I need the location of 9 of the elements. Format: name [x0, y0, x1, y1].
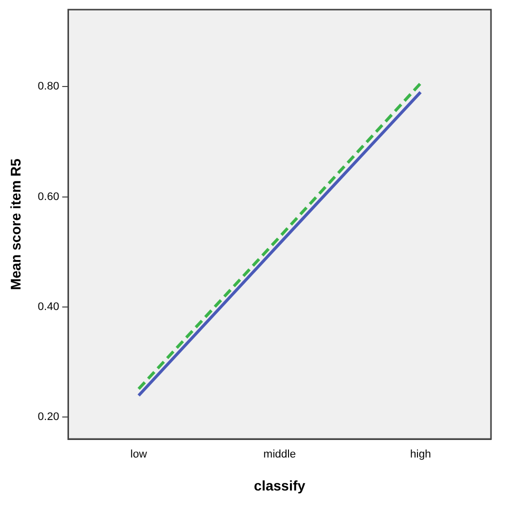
y-tick-label: 0.60 [38, 190, 60, 203]
y-axis-title: Mean score item R5 [7, 158, 24, 290]
y-tick-label: 0.20 [38, 411, 60, 424]
y-tick-label: 0.80 [38, 80, 60, 93]
y-tick-label: 0.40 [38, 300, 60, 313]
x-tick-label: middle [263, 448, 296, 461]
x-tick-label: high [410, 448, 431, 461]
x-axis-title: classify [254, 477, 306, 494]
x-tick-label: low [130, 448, 147, 461]
